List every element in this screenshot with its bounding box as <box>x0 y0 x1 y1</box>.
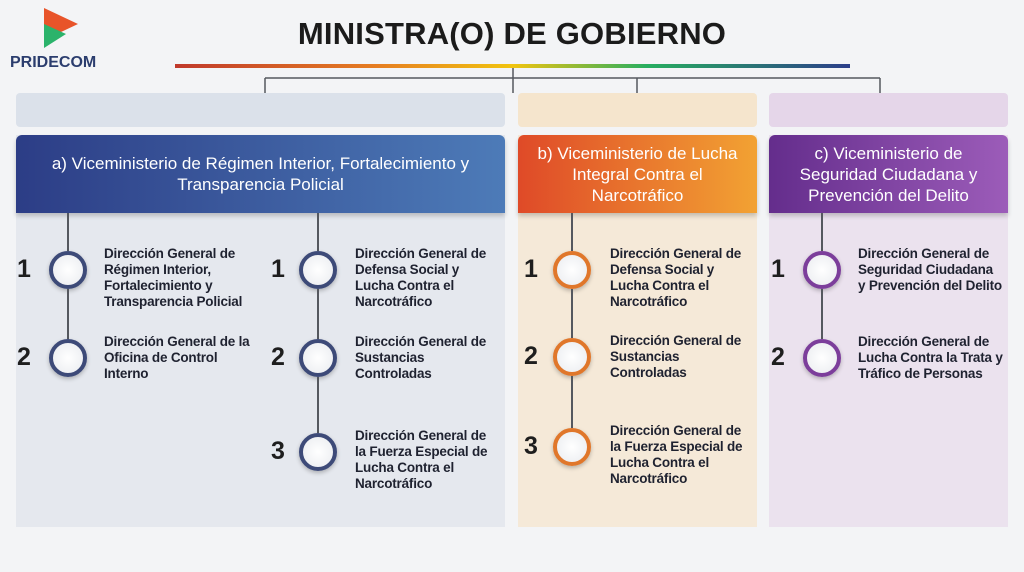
item-number: 2 <box>271 343 285 371</box>
item-number: 1 <box>271 255 285 283</box>
connector <box>317 377 319 433</box>
item-label: Dirección General de la Fuerza Especial … <box>355 428 488 491</box>
column-heading: b) Viceministerio de Lucha Integral Cont… <box>518 135 757 213</box>
item-number: 2 <box>524 342 538 370</box>
item-number: 2 <box>17 343 31 371</box>
logo-text: PRIDECOM <box>10 54 97 71</box>
band <box>16 93 505 127</box>
band <box>518 93 757 127</box>
item-label: Dirección General de Defensa Social y Lu… <box>610 246 742 309</box>
item-icon <box>553 251 591 289</box>
column-heading: a) Viceministerio de Régimen Interior, F… <box>16 135 505 213</box>
title: MINISTRA(O) DE GOBIERNO <box>297 16 727 51</box>
connector <box>571 213 573 251</box>
connector <box>571 289 573 338</box>
connector <box>67 289 69 339</box>
item-number: 3 <box>271 437 285 465</box>
connector <box>317 289 319 339</box>
connectors <box>264 68 881 93</box>
connector <box>67 213 69 251</box>
connector <box>571 376 573 428</box>
item-label: Dirección General de Sustancias Controla… <box>355 334 487 381</box>
item-icon <box>49 339 87 377</box>
item-icon <box>553 338 591 376</box>
item-icon <box>553 428 591 466</box>
column-heading: c) Viceministerio de Seguridad Ciudadana… <box>769 135 1008 213</box>
item-icon <box>299 339 337 377</box>
logo-shape <box>44 24 66 48</box>
item-icon <box>299 433 337 471</box>
connector <box>317 213 319 251</box>
item-number: 1 <box>17 255 31 283</box>
item-label: Dirección General de la Fuerza Especial … <box>610 423 743 486</box>
item-label: Dirección General de Lucha Contra la Tra… <box>858 334 1003 381</box>
item-icon <box>49 251 87 289</box>
item-number: 2 <box>771 343 785 371</box>
band <box>769 93 1008 127</box>
item-icon <box>299 251 337 289</box>
connector <box>821 213 823 251</box>
item-icon <box>803 339 841 377</box>
title-underline <box>175 64 850 68</box>
item-number: 1 <box>771 255 785 283</box>
item-icon <box>803 251 841 289</box>
item-number: 3 <box>524 432 538 460</box>
item-number: 1 <box>524 255 538 283</box>
item-label: Dirección General de Defensa Social y Lu… <box>355 246 487 309</box>
connector <box>821 289 823 339</box>
item-label: Dirección General de Régimen Interior, F… <box>104 246 243 309</box>
item-label: Dirección General de Seguridad Ciudadana… <box>858 246 1002 293</box>
item-label: Dirección General de la Oficina de Contr… <box>104 334 250 381</box>
item-label: Dirección General de Sustancias Controla… <box>610 333 742 380</box>
